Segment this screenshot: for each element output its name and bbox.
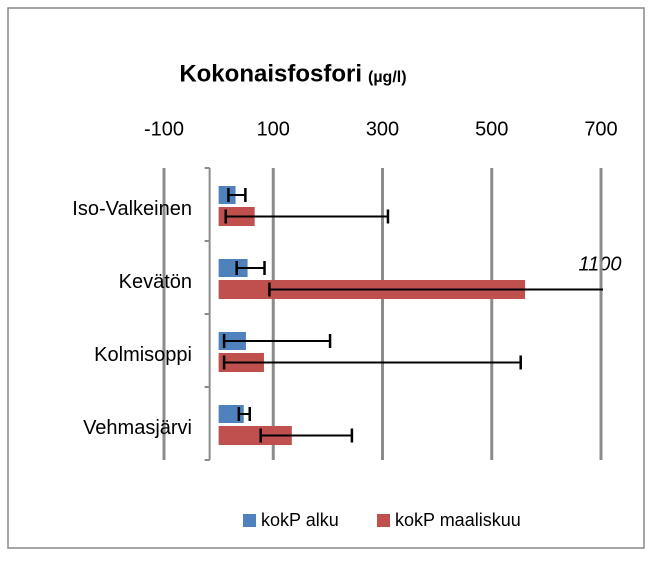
error-bar <box>268 282 603 297</box>
bar <box>218 426 292 445</box>
chart-title-unit: (µg/l) <box>368 69 407 86</box>
x-tick-label: 700 <box>584 118 617 140</box>
error-bar <box>237 407 252 421</box>
error-bar <box>259 428 354 443</box>
x-tick-label: 300 <box>366 118 399 140</box>
x-tick-label: 500 <box>475 118 508 140</box>
error-bar <box>227 188 247 202</box>
error-bar <box>222 334 332 348</box>
x-tick-label: 100 <box>257 118 290 140</box>
y-tick-label: Vehmasjärvi <box>83 417 192 439</box>
bar <box>218 405 244 423</box>
chart-title: Kokonaisfosfori <box>179 60 362 87</box>
bar <box>218 186 236 204</box>
error-bar <box>222 355 522 370</box>
legend-swatch <box>377 514 390 527</box>
error-bar <box>224 209 390 224</box>
y-tick-label: Kolmisoppi <box>94 344 192 366</box>
legend-swatch <box>243 514 256 527</box>
legend-label: kokP alku <box>261 510 339 530</box>
x-tick-label: -100 <box>144 118 184 140</box>
y-tick-label: Iso-Valkeinen <box>72 198 192 220</box>
chart-border <box>7 7 645 549</box>
plot-area <box>218 186 603 445</box>
bar <box>218 259 248 277</box>
y-tick-label: Kevätön <box>119 271 192 293</box>
legend-label: kokP maaliskuu <box>395 510 521 530</box>
error-bar <box>235 261 266 275</box>
